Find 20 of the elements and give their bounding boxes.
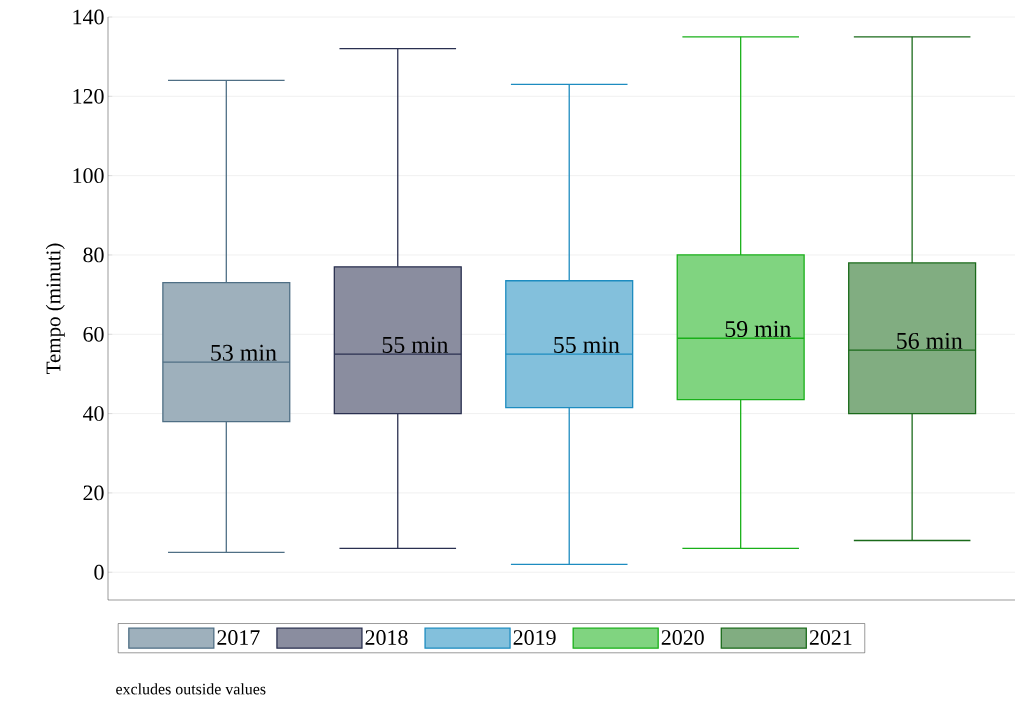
text: excludes outside values bbox=[116, 683, 266, 695]
annotation: 55 min bbox=[382, 336, 449, 353]
y-tick-label: 0 bbox=[94, 564, 104, 580]
legend-label: 2019 bbox=[513, 630, 556, 645]
y-tick-label: 40 bbox=[82, 406, 104, 421]
legend-label: 2021 bbox=[809, 630, 852, 645]
y-tick-label: 140 bbox=[73, 9, 104, 25]
annotation: 55 min bbox=[554, 336, 620, 353]
y-tick-label: 120 bbox=[73, 88, 104, 104]
annotation: 56 min bbox=[897, 332, 963, 349]
legend-label: 2018 bbox=[365, 630, 408, 645]
y-tick-label: 100 bbox=[73, 168, 104, 184]
y-axis-title: Tempo (minuti) bbox=[45, 243, 65, 374]
legend-label: 2017 bbox=[217, 630, 260, 645]
y-tick-label: 20 bbox=[83, 485, 104, 501]
y-tick-label: 80 bbox=[83, 247, 104, 263]
legend-label: 2020 bbox=[661, 630, 704, 645]
y-tick-label: 60 bbox=[83, 326, 104, 342]
annotation: 59 min bbox=[725, 320, 791, 338]
annotation: 53 min bbox=[211, 344, 277, 361]
